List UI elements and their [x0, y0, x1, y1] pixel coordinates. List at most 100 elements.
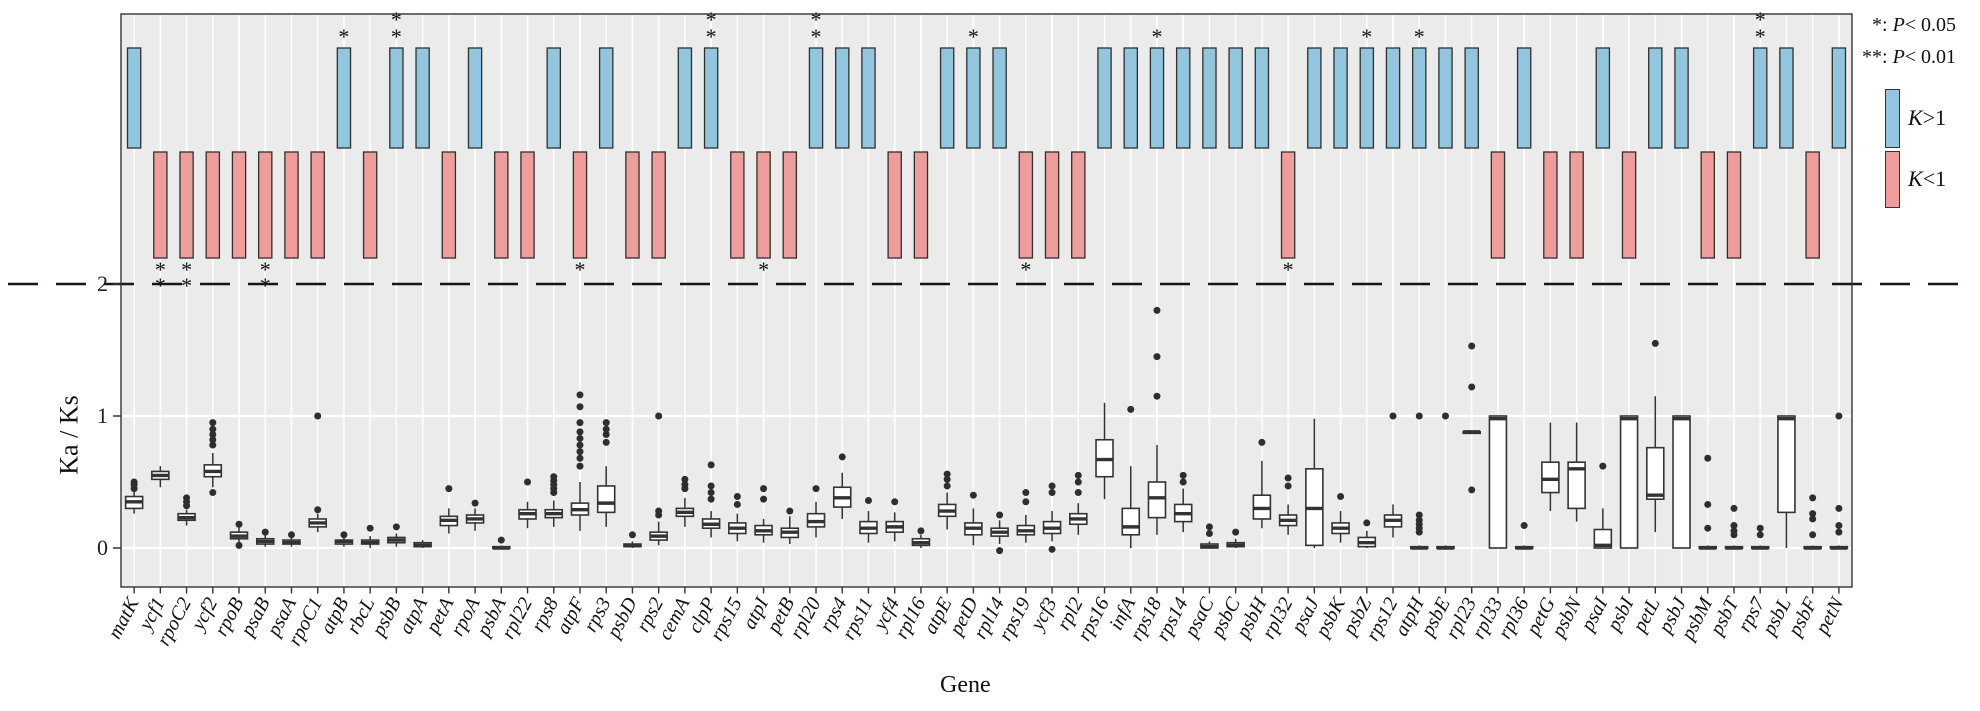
outlier	[786, 507, 794, 515]
outlier	[943, 475, 951, 483]
k-gt-bar-rps8	[546, 47, 562, 149]
y-tick-label: 2	[97, 271, 108, 296]
legend-swatch-k-lt-1	[1885, 151, 1900, 208]
legend-label-k-lt-1: K<1	[1908, 166, 1947, 191]
outlier	[1809, 531, 1817, 539]
k-lt-bar-rps2	[651, 151, 666, 259]
outlier	[1337, 493, 1345, 501]
gene-column-rpoC2: **	[177, 151, 196, 526]
outlier	[1730, 522, 1738, 530]
outlier	[235, 541, 243, 549]
box-psbJ	[1672, 415, 1691, 549]
gene-column-rps19: *	[1016, 151, 1036, 543]
outlier	[1415, 412, 1423, 420]
k-gt-bar-psbJ	[1674, 47, 1689, 149]
outlier	[1415, 511, 1423, 519]
k-lt-bar-psbD	[625, 151, 640, 259]
gene-column-atpI: *	[754, 151, 773, 543]
k-lt-bar-psbT	[1726, 151, 1742, 259]
gene-column-rps11	[859, 47, 878, 543]
outlier	[1232, 528, 1240, 536]
gene-column-rps14	[1173, 47, 1193, 533]
outlier	[760, 485, 768, 493]
outlier	[183, 494, 191, 502]
gene-column-rps7: **	[1750, 7, 1770, 550]
outlier	[628, 531, 636, 539]
gene-column-petD: *	[964, 24, 983, 546]
outlier	[366, 524, 374, 532]
outlier	[1468, 342, 1476, 350]
sig1-star: *:	[1872, 14, 1893, 36]
outlier	[392, 523, 400, 531]
gene-column-ycf2	[203, 151, 223, 497]
outlier	[655, 507, 663, 515]
k-lt-bar-atpI	[756, 151, 771, 259]
outlier	[314, 506, 322, 514]
gene-column-rpl23	[1462, 47, 1482, 494]
k-gt-bar-rpl20	[808, 47, 824, 149]
outlier	[576, 462, 584, 470]
gene-column-atpH: *	[1409, 24, 1429, 550]
k-gt-bar-psbL	[1779, 47, 1794, 149]
outlier	[287, 531, 295, 539]
sig-star: *	[181, 273, 192, 298]
outlier	[812, 485, 820, 493]
outlier	[1205, 523, 1213, 531]
box-rps18	[1147, 481, 1167, 519]
gene-column-psbK	[1331, 47, 1350, 543]
k-lt-bar-rpl16	[913, 151, 929, 259]
y-tick-label: 0	[97, 535, 108, 560]
gene-column-psbM	[1698, 151, 1718, 550]
k-lt-bar-psbA	[494, 151, 509, 259]
outlier	[1022, 489, 1030, 497]
box-rps3	[596, 485, 616, 514]
outlier	[1127, 405, 1135, 413]
gene-column-psbE	[1436, 47, 1455, 550]
outlier	[524, 478, 532, 486]
k-lt-bar-ycf4	[887, 151, 902, 259]
outlier	[1074, 489, 1082, 497]
outlier	[576, 391, 584, 399]
outlier	[1835, 522, 1843, 530]
outlier	[1730, 504, 1738, 512]
y-axis-title: Ka / Ks	[54, 395, 84, 475]
sig-star: *	[1151, 24, 1162, 49]
sig-star: *	[811, 7, 822, 32]
gene-column-psbA	[491, 151, 511, 550]
outlier	[130, 478, 138, 486]
outlier	[1809, 494, 1817, 502]
gene-column-atpF: *	[570, 151, 590, 531]
outlier	[1704, 524, 1712, 532]
box-psaI	[1593, 528, 1613, 549]
gene-column-cemA	[675, 47, 695, 527]
sig-star: *	[1755, 7, 1766, 32]
outlier	[209, 419, 217, 427]
gene-column-psbN	[1567, 151, 1586, 522]
outlier	[1153, 306, 1161, 314]
y-tick-label: 1	[97, 403, 108, 428]
k-gt-bar-petL	[1648, 47, 1663, 149]
k-gt-bar-petD	[966, 47, 981, 149]
gene-column-petB	[780, 151, 800, 545]
gene-column-rpl22	[518, 151, 537, 529]
outlier	[733, 493, 741, 501]
outlier	[1730, 527, 1738, 535]
gene-column-ycf3	[1042, 151, 1062, 553]
k-gt-bar-rps14	[1175, 47, 1191, 149]
box-petG	[1541, 461, 1560, 494]
outlier	[996, 547, 1004, 555]
gene-column-psaA	[282, 151, 301, 547]
gene-column-rps15	[728, 151, 747, 542]
outlier	[1389, 412, 1397, 420]
outlier	[917, 527, 925, 535]
k-gt-bar-psbB	[389, 47, 404, 149]
box-petL	[1645, 446, 1665, 500]
outlier	[1074, 478, 1082, 486]
gene-column-matK	[124, 47, 144, 514]
k-lt-bar-ycf1	[153, 151, 168, 259]
outlier	[1179, 478, 1187, 486]
outlier	[1048, 482, 1056, 490]
gene-column-rps16	[1095, 47, 1114, 500]
outlier	[760, 495, 768, 503]
k-lt-bar-rpl22	[520, 151, 535, 259]
